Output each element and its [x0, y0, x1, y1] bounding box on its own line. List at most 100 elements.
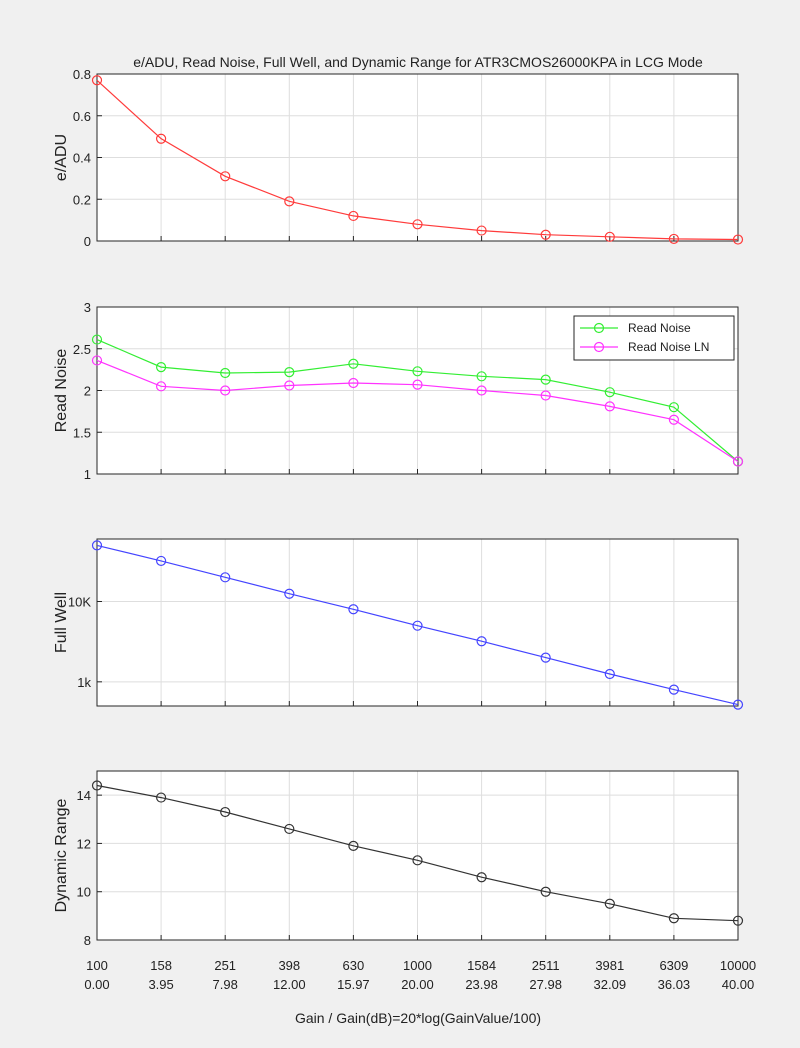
data-point [156, 792, 167, 803]
chart-title: e/ADU, Read Noise, Full Well, and Dynami… [133, 54, 703, 70]
legend-label: Read Noise [628, 321, 691, 335]
data-point [476, 872, 487, 883]
data-point [476, 385, 487, 396]
x-tick-label-gain: 3981 [595, 958, 624, 973]
data-point [284, 380, 295, 391]
y-tick-label: 1 [84, 467, 91, 482]
x-tick-label-gain: 6309 [659, 958, 688, 973]
data-point [284, 196, 295, 207]
data-point [540, 652, 551, 663]
data-point [91, 334, 103, 345]
data-point [220, 806, 231, 818]
y-tick-label: 12 [77, 836, 91, 851]
data-point [412, 366, 423, 377]
panel-0: 0 0.2 0.4 0.6 0.8 e/ADU [53, 67, 744, 249]
y-tick-label: 0.8 [73, 67, 91, 82]
x-tick-label-db: 40.00 [722, 977, 755, 992]
y-axis-label: Dynamic Range [53, 798, 70, 912]
data-point [540, 390, 551, 401]
y-axis-label: Read Noise [53, 349, 70, 433]
x-tick-labels: 100 0.00 158 3.95 251 7.98 398 12.00 630 15.97 100… [84, 958, 756, 992]
data-point [91, 780, 103, 791]
data-point [668, 233, 680, 245]
legend-marker [593, 322, 605, 334]
y-tick-label: 10 [77, 885, 91, 900]
data-point [412, 219, 423, 230]
data-point [412, 855, 423, 866]
data-point [156, 133, 167, 144]
data-point [284, 588, 295, 599]
x-tick-label-db: 36.03 [658, 977, 691, 992]
x-axis-label: Gain / Gain(dB)=20*log(GainValue/100) [295, 1010, 541, 1026]
y-tick-label: 2.5 [73, 342, 91, 357]
data-point [91, 540, 103, 551]
x-tick-label-db: 23.98 [465, 977, 498, 992]
series-line [96, 359, 739, 463]
y-axis-label: e/ADU [53, 134, 70, 181]
plot-frame [96, 306, 739, 475]
x-tick-label-gain: 2511 [532, 958, 560, 973]
x-tick-label-gain: 158 [150, 958, 172, 973]
data-point [91, 75, 103, 86]
x-tick-label-gain: 1584 [467, 958, 496, 973]
x-tick-label-gain: 630 [343, 958, 365, 973]
y-tick-label: 0 [84, 234, 91, 249]
data-point [540, 229, 551, 240]
series-line [96, 339, 739, 462]
data-point [604, 898, 615, 909]
data-point [668, 913, 680, 924]
y-axis-label: Full Well [53, 592, 70, 653]
data-point [91, 355, 103, 366]
data-point [220, 572, 231, 583]
data-point [604, 668, 615, 680]
data-point [668, 402, 680, 413]
data-point [220, 385, 231, 396]
y-tick-label: 14 [77, 788, 91, 803]
x-tick-label-gain: 1000 [403, 958, 432, 973]
data-point [348, 358, 359, 369]
data-point [604, 401, 615, 412]
data-point [220, 171, 231, 182]
data-point [348, 604, 359, 615]
y-tick-label: 2 [84, 384, 91, 399]
data-point [732, 234, 744, 245]
x-tick-label-gain: 251 [214, 958, 236, 973]
x-tick-label-db: 12.00 [273, 977, 306, 992]
y-tick-label: 10K [68, 595, 91, 610]
legend-marker [593, 341, 605, 353]
y-tick-label: 1.5 [73, 425, 91, 440]
x-tick-label-db: 15.97 [337, 977, 370, 992]
plot-frame [96, 538, 739, 707]
y-tick-label: 0.2 [73, 192, 91, 207]
y-tick-label: 3 [84, 300, 91, 315]
x-tick-label-db: 27.98 [529, 977, 562, 992]
y-tick-label: 0.6 [73, 109, 91, 124]
x-tick-label-db: 32.09 [594, 977, 627, 992]
plot-frame [96, 73, 739, 242]
series-line [96, 79, 739, 241]
data-point [412, 379, 423, 390]
panel-3: 8 10 12 14 Dynamic Range [53, 770, 744, 948]
data-point [476, 636, 487, 647]
series-line [96, 544, 739, 706]
data-point [540, 886, 551, 897]
y-tick-label: 0.4 [73, 151, 91, 166]
data-point [156, 381, 167, 392]
data-point [604, 231, 615, 242]
x-tick-label-db: 3.95 [148, 977, 173, 992]
series-line [96, 784, 739, 922]
y-tick-label: 1k [77, 675, 91, 690]
data-point [540, 374, 551, 385]
x-tick-label-db: 7.98 [213, 977, 238, 992]
data-point [284, 823, 295, 835]
legend: Read Noise Read Noise LN [573, 315, 735, 361]
data-point [284, 367, 295, 378]
x-tick-label-gain: 100 [86, 958, 108, 973]
x-tick-label-gain: 10000 [720, 958, 756, 973]
data-point [348, 840, 359, 851]
data-point [348, 377, 359, 389]
